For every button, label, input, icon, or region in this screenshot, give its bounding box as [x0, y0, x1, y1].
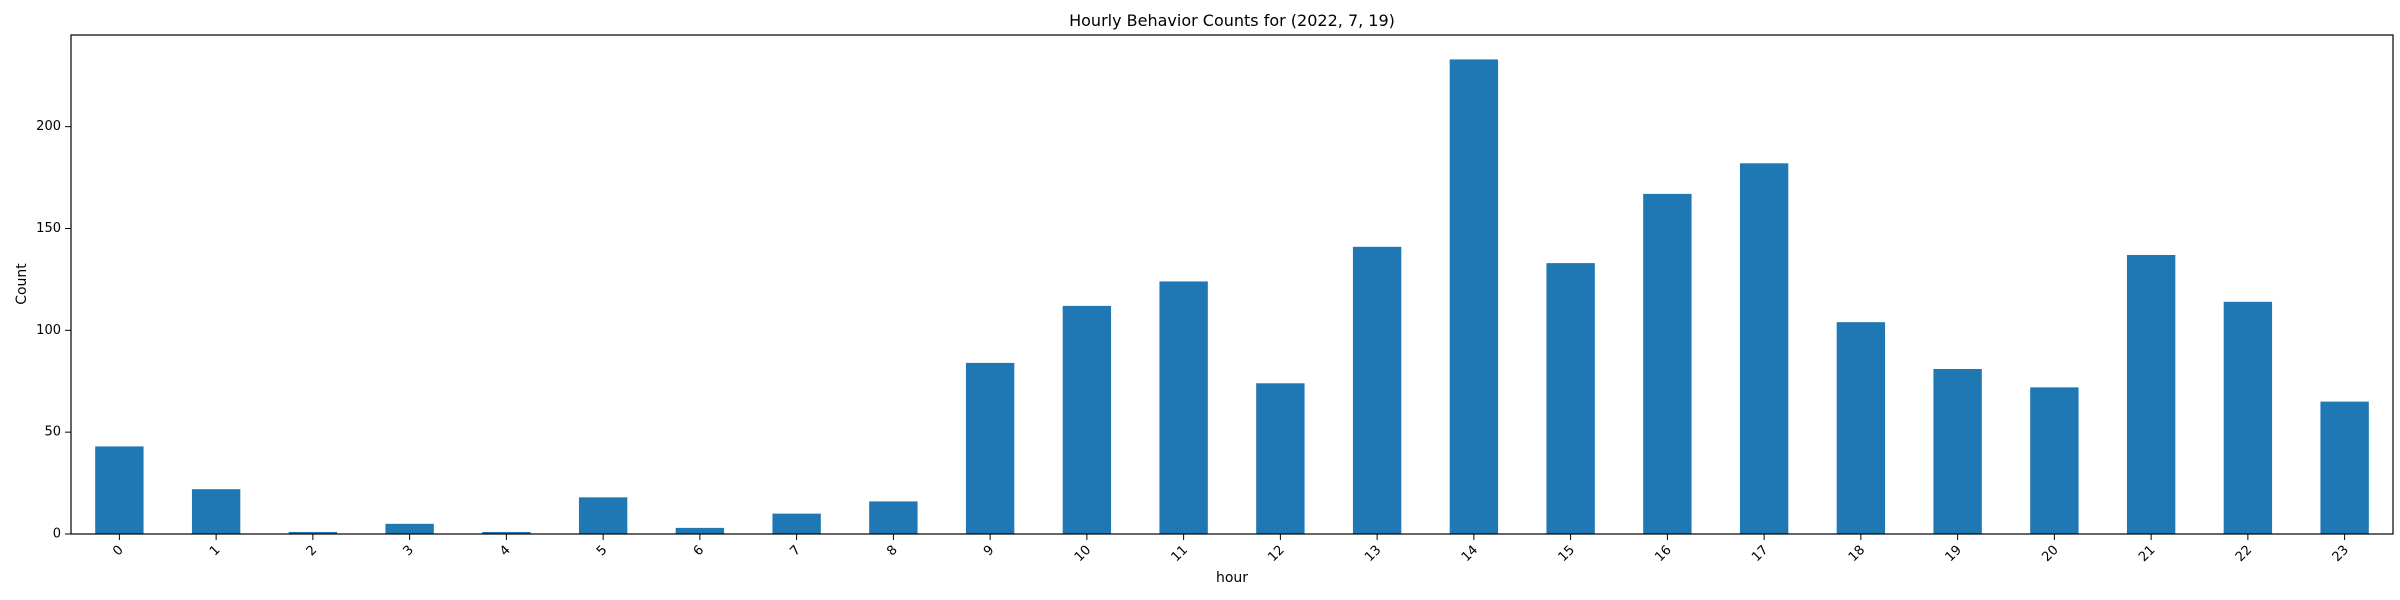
y-tick-label: 150 — [36, 221, 61, 236]
x-tick-label: 9 — [981, 543, 997, 559]
y-axis: 0 50 100 150 200 — [36, 119, 71, 542]
bar-hour-14 — [1449, 59, 1499, 534]
x-tick-label: 3 — [400, 543, 416, 559]
bar-hour-6 — [675, 527, 725, 534]
x-tick-label: 10 — [1072, 543, 1094, 565]
x-tick-label: 1 — [207, 543, 223, 559]
y-tick-label: 200 — [36, 119, 61, 134]
x-tick-label: 18 — [1846, 543, 1868, 565]
x-tick-label: 5 — [594, 543, 610, 559]
x-tick-label: 8 — [884, 543, 900, 559]
bar-hour-9 — [965, 362, 1015, 534]
x-tick-label: 14 — [1459, 543, 1481, 565]
bar-hour-17 — [1739, 163, 1789, 534]
x-tick-label: 21 — [2136, 543, 2158, 565]
y-tick-label: 0 — [53, 527, 61, 542]
bar-hour-3 — [385, 523, 434, 534]
x-axis-label: hour — [1216, 570, 1248, 586]
bar-hour-13 — [1352, 246, 1402, 534]
x-tick-label: 0 — [110, 543, 126, 559]
bar-hour-5 — [578, 497, 628, 534]
bar-hour-4 — [482, 531, 531, 534]
bar-hour-10 — [1062, 305, 1112, 534]
bar-hour-15 — [1546, 263, 1595, 534]
x-tick-label: 22 — [2233, 543, 2255, 565]
plot-frame — [70, 34, 2394, 535]
bar-hour-11 — [1159, 281, 1208, 534]
bar-hour-2 — [288, 531, 338, 534]
x-tick-label: 20 — [2039, 543, 2061, 565]
bar-hour-20 — [2030, 387, 2079, 534]
x-tick-label: 6 — [691, 543, 707, 559]
x-tick-label: 12 — [1265, 543, 1287, 565]
bar-hour-8 — [869, 501, 918, 534]
x-tick-label: 23 — [2330, 543, 2352, 565]
x-tick-label: 13 — [1362, 543, 1384, 565]
bar-hour-16 — [1643, 193, 1692, 534]
bar-hour-12 — [1256, 383, 1305, 534]
bar-hour-18 — [1836, 322, 1886, 534]
bar-hour-19 — [1933, 369, 1982, 534]
bar-hour-22 — [2223, 301, 2273, 534]
bar-hour-7 — [772, 513, 821, 534]
x-axis: 0 1 2 3 4 5 6 7 8 9 10 11 12 13 14 15 16 17 18 19 20 21 22 23 — [110, 534, 2352, 565]
x-tick-label: 19 — [1943, 543, 1965, 565]
y-axis-label: Count — [14, 263, 30, 305]
bar-hour-1 — [191, 489, 241, 534]
chart-title: Hourly Behavior Counts for (2022, 7, 19) — [1069, 11, 1395, 30]
bars-layer — [95, 59, 2369, 534]
bar-hour-23 — [2320, 401, 2369, 534]
x-tick-label: 16 — [1652, 543, 1674, 565]
y-tick-label: 50 — [44, 425, 61, 440]
x-tick-label: 11 — [1169, 543, 1191, 565]
x-tick-label: 7 — [787, 543, 803, 559]
x-tick-label: 4 — [497, 543, 513, 559]
x-tick-label: 17 — [1749, 543, 1771, 565]
bar-hour-0 — [95, 446, 144, 534]
x-tick-label: 2 — [304, 543, 320, 559]
y-tick-label: 100 — [36, 323, 61, 338]
x-tick-label: 15 — [1556, 543, 1578, 565]
bar-hour-21 — [2126, 254, 2176, 534]
